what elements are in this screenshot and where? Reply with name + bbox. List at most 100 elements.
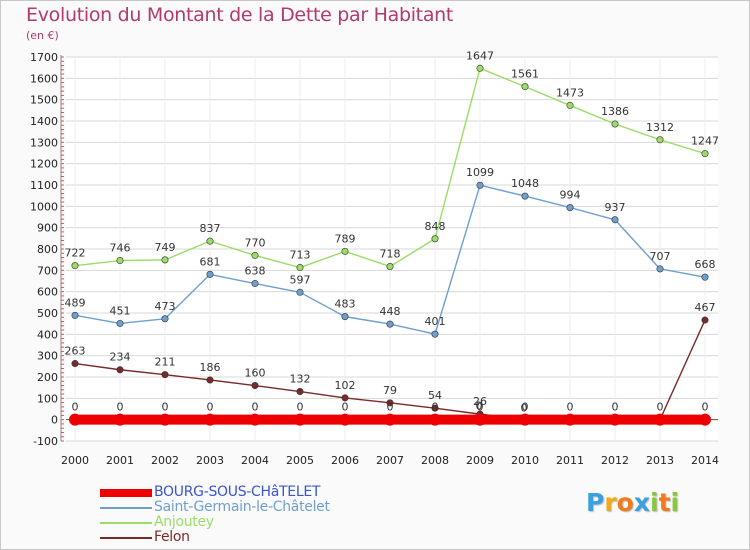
y-tick-label: 900 [37,222,58,235]
data-point [476,64,484,72]
data-label: 132 [290,373,311,386]
data-label: 1386 [601,105,629,118]
x-tick-label: 2014 [691,454,719,467]
logo-letter: t [658,488,671,517]
data-point [206,237,214,245]
data-point [114,413,126,426]
y-tick-label: 500 [37,307,58,320]
data-point [564,413,576,426]
data-label: 401 [425,315,446,328]
data-label: 638 [245,265,266,278]
data-label: 102 [335,379,356,392]
data-point [566,204,574,212]
data-label: 681 [200,255,221,268]
data-point [566,101,574,109]
data-point [249,413,261,426]
data-label: 451 [110,304,131,317]
data-point [159,413,171,426]
data-label: 0 [477,401,484,414]
y-tick-label: 200 [37,371,58,384]
data-point [611,120,619,128]
data-label: 994 [560,189,581,202]
data-label: 54 [428,389,442,402]
x-tick-label: 2008 [421,454,449,467]
y-tick-label: 400 [37,328,58,341]
data-point [431,404,439,412]
data-label: 0 [117,401,124,414]
x-tick-label: 2009 [466,454,494,467]
data-point [69,413,81,426]
data-point [386,320,394,328]
data-point [431,235,439,243]
data-label: 749 [155,241,176,254]
data-point [71,360,79,368]
x-tick-label: 2013 [646,454,674,467]
data-label: 0 [657,401,664,414]
x-tick-label: 2006 [331,454,359,467]
data-point [609,413,621,426]
data-point [251,382,259,390]
data-point [654,413,666,426]
x-tick-label: 2007 [376,454,404,467]
data-label: 848 [425,220,446,233]
data-label: 1647 [466,49,494,62]
y-tick-label: 1200 [30,158,58,171]
y-tick-label: 1600 [30,72,58,85]
proxiti-logo: Proxiti [586,488,679,517]
data-point [341,394,349,402]
y-tick-label: 1700 [30,51,58,64]
data-label: 79 [383,384,397,397]
data-label: 467 [695,301,716,314]
y-tick-label: 100 [37,392,58,405]
data-point [296,264,304,272]
x-tick-label: 2001 [106,454,134,467]
data-label: 1099 [466,166,494,179]
x-tick-label: 2012 [601,454,629,467]
legend-label: Saint-Germain-le-Châtelet [154,499,330,515]
logo-letter: i [650,488,659,517]
data-label: 597 [290,273,311,286]
data-label: 1048 [511,177,539,190]
data-label: 770 [245,236,266,249]
data-label: 668 [695,258,716,271]
data-label: 0 [567,401,574,414]
data-point [341,313,349,321]
data-label: 0 [252,401,259,414]
data-label: 1312 [646,121,674,134]
data-label: 0 [522,401,529,414]
data-label: 489 [65,296,86,309]
data-point [251,280,259,288]
data-point [116,319,124,327]
data-point [474,413,486,426]
data-point [161,256,169,264]
data-point [296,388,304,396]
overlay-label: 0 [521,402,528,415]
x-tick-label: 2005 [286,454,314,467]
data-point [656,265,664,273]
data-point [611,216,619,224]
x-tick-label: 2011 [556,454,584,467]
data-label: 473 [155,300,176,313]
data-point [476,181,484,189]
data-label: 718 [380,247,401,260]
data-point [701,150,709,158]
data-label: 234 [110,351,131,364]
data-label: 1561 [511,68,539,81]
series-group [69,64,711,426]
data-point [386,262,394,270]
data-label: 1247 [691,135,719,148]
data-point [656,136,664,144]
y-tick-label: 600 [37,286,58,299]
logo-letter: r [604,488,617,517]
y-tick-label: 1500 [30,94,58,107]
x-tick-label: 2003 [196,454,224,467]
data-label: 0 [432,401,439,414]
data-point [384,413,396,426]
data-label: 746 [110,242,131,255]
logo-letter: x [633,488,650,517]
y-tick-label: 0 [51,414,58,427]
legend-label: BOURG-SOUS-CHâTELET [154,484,321,500]
data-point [429,413,441,426]
y-tick-label: 1300 [30,136,58,149]
